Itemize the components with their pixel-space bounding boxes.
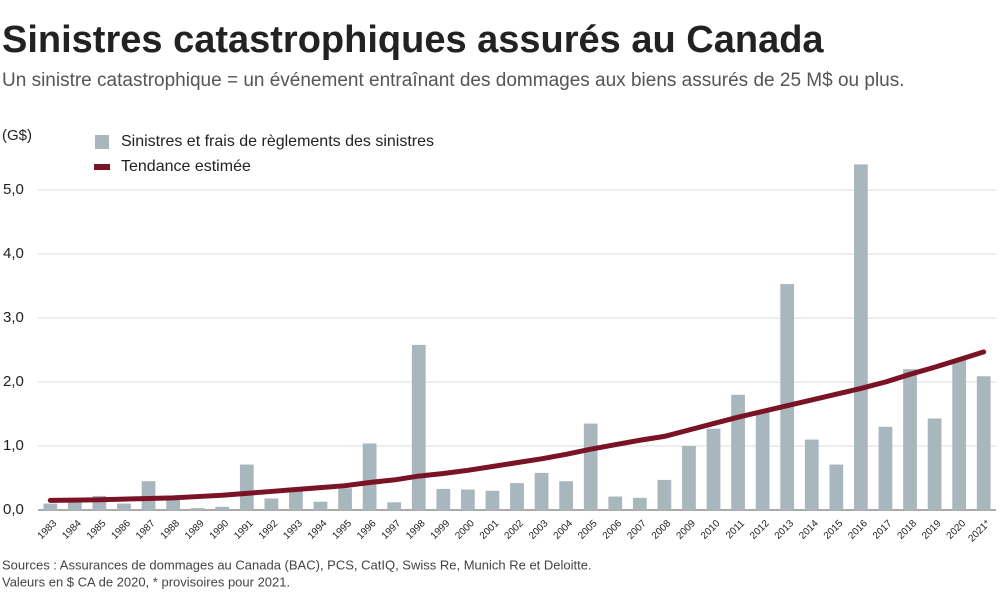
bar (436, 488, 451, 510)
x-tick-label: 2016 (846, 518, 870, 542)
x-tick-label: 2013 (773, 518, 797, 542)
bar (215, 506, 230, 510)
x-tick-label: 2011 (724, 518, 747, 541)
x-tick-label: 1989 (183, 518, 207, 542)
bar (952, 359, 967, 510)
y-tick-label: 2,0 (3, 373, 24, 390)
bar (878, 426, 893, 510)
x-tick-label: 1983 (36, 518, 60, 542)
bar (608, 496, 623, 510)
bar (903, 369, 917, 510)
x-tick-label: 2003 (527, 518, 551, 542)
y-tick-label: 0,0 (3, 501, 24, 518)
x-tick-label: 1991 (232, 518, 256, 542)
y-tick-label: 4,0 (3, 245, 24, 262)
x-tick-label: 2014 (797, 518, 821, 542)
x-tick-label: 2012 (748, 518, 772, 542)
chart-subtitle: Un sinistre catastrophique = un événemen… (2, 70, 905, 91)
legend-swatch (95, 135, 109, 149)
x-tick-label: 2015 (822, 518, 846, 542)
bar (117, 503, 131, 510)
x-tick-label: 1985 (85, 518, 109, 542)
bar (927, 418, 942, 510)
bar (780, 284, 795, 510)
y-tick-label: 1,0 (3, 437, 24, 454)
x-tick-label: 2008 (650, 518, 674, 542)
x-tick-label: 2004 (552, 518, 576, 542)
x-tick-label: 1990 (208, 518, 232, 542)
bar (141, 481, 156, 510)
bar (632, 497, 647, 510)
bar (264, 498, 279, 510)
x-tick-label: 2006 (601, 518, 625, 542)
x-tick-label: 2019 (920, 518, 944, 542)
bar (559, 481, 574, 510)
bar (67, 501, 82, 510)
y-axis-label: (G$) (2, 127, 32, 144)
x-tick-label: 2009 (674, 518, 698, 542)
bar (755, 410, 770, 510)
x-tick-label: 1993 (281, 518, 305, 542)
x-tick-label: 1994 (306, 518, 330, 542)
bar (485, 490, 500, 510)
bar (534, 472, 549, 510)
bar (313, 501, 328, 510)
x-tick-label: 1995 (331, 518, 355, 542)
bar (682, 446, 696, 510)
source-note: Valeurs en $ CA de 2020, * provisoires p… (2, 574, 290, 589)
bar (166, 499, 180, 510)
bar (43, 503, 58, 510)
x-tick-label: 2002 (502, 518, 526, 542)
y-tick-label: 5,0 (3, 181, 24, 198)
x-tick-label: 2000 (453, 518, 477, 542)
x-tick-label: 2020 (945, 518, 969, 542)
bar (731, 394, 745, 510)
x-tick-label: 1997 (380, 518, 404, 542)
bar (976, 376, 991, 510)
bar (411, 344, 426, 510)
bar (657, 479, 672, 510)
x-tick-label: 2001 (478, 518, 502, 542)
x-tick-label: 2018 (896, 518, 920, 542)
bar (706, 428, 721, 510)
bar (190, 508, 205, 510)
bar (387, 502, 402, 510)
bar (460, 489, 475, 510)
bar (829, 464, 844, 510)
x-tick-label: 1987 (134, 518, 158, 542)
source-note: Sources : Assurances de dommages au Cana… (2, 557, 592, 572)
bar (854, 164, 868, 510)
x-tick-label: 2007 (625, 518, 649, 542)
bar (362, 443, 377, 510)
bar (289, 488, 303, 510)
x-tick-label: 1992 (257, 518, 281, 542)
x-tick-label: 2021* (966, 518, 992, 544)
chart-title: Sinistres catastrophiques assurés au Can… (2, 19, 824, 61)
x-tick-label: 2010 (699, 518, 723, 542)
x-tick-label: 1984 (60, 518, 84, 542)
x-tick-label: 1998 (404, 518, 428, 542)
x-tick-label: 1996 (355, 518, 379, 542)
bar (804, 439, 819, 510)
legend-label: Sinistres et frais de règlements des sin… (121, 133, 434, 150)
x-tick-label: 1999 (429, 518, 453, 542)
bar (510, 483, 524, 510)
bar (583, 423, 598, 510)
x-tick-label: 1986 (109, 518, 133, 542)
y-tick-label: 3,0 (3, 309, 24, 326)
trend-line (47, 349, 987, 503)
bar (338, 488, 352, 510)
x-tick-label: 2017 (871, 518, 895, 542)
x-tick-label: 1988 (159, 518, 183, 542)
bar (239, 464, 254, 510)
x-tick-label: 2005 (576, 518, 600, 542)
legend-label: Tendance estimée (121, 158, 251, 175)
